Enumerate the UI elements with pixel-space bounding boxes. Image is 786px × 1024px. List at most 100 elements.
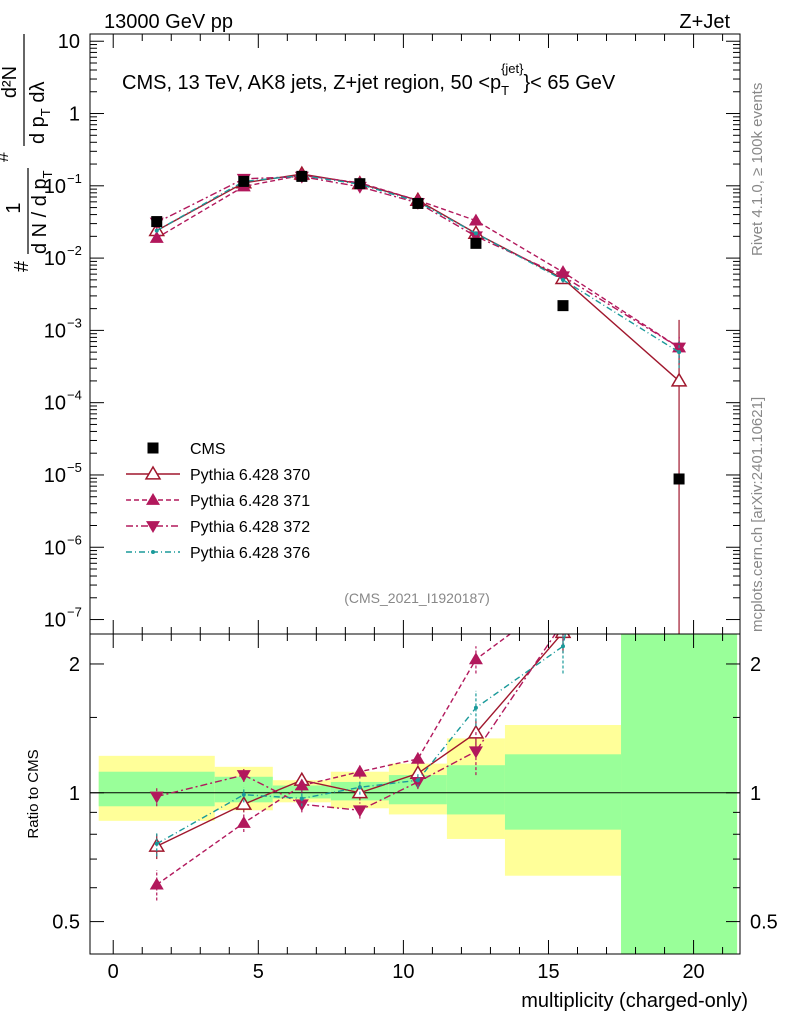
ratio-line-2 — [156, 634, 512, 886]
main-y-tick-exponent: −5 — [67, 460, 82, 475]
legend-marker — [146, 521, 160, 533]
ylabel-dN-text: d N / d p — [29, 178, 51, 254]
main-y-tick-label: 1 — [69, 104, 80, 126]
cms-data-point — [412, 197, 424, 209]
series-marker-4 — [154, 228, 159, 233]
chart-title-sub: T — [501, 83, 509, 98]
main-y-tick-label: 10 — [44, 320, 66, 342]
main-y-tick-label: 10 — [44, 537, 66, 559]
legend-marker — [144, 465, 162, 480]
ratio-marker-3 — [352, 805, 367, 818]
cms-data-point — [151, 216, 163, 228]
chart-title-sup: {jet} — [501, 61, 524, 76]
ratio-plot: 0.5 0.51 12 20 5 10 15 20 Ratio to CMS multipli… — [25, 588, 778, 1012]
ylabel-den-sub: T — [38, 108, 53, 116]
ratio-y-tick-label-right: 1 — [750, 783, 761, 805]
legend-label: Pythia 6.428 370 — [190, 467, 310, 484]
ratio-line-1 — [156, 634, 563, 847]
legend-label: CMS — [190, 441, 226, 458]
main-y-tick-label: 10 — [44, 248, 66, 270]
ratio-y-tick-label-right: 0.5 — [750, 912, 778, 934]
ylabel-hash: # — [11, 260, 33, 272]
ylabel-dN: d N / d pT — [29, 170, 55, 254]
legend-label: Pythia 6.428 376 — [190, 545, 310, 562]
chart-title: CMS, 13 TeV, AK8 jets, Z+jet region, 50 … — [122, 61, 616, 98]
ratio-marker-4 — [473, 705, 478, 710]
main-y-tick-label: 10 — [44, 393, 66, 415]
legend-label: Pythia 6.428 372 — [190, 519, 310, 536]
ratio-marker-4 — [357, 785, 362, 790]
main-y-tick-label: 10 — [44, 465, 66, 487]
ratio-frame — [89, 633, 741, 955]
ratio-marker-4 — [241, 792, 246, 797]
cms-data-point — [296, 170, 308, 182]
ratio-marker-2 — [468, 652, 483, 665]
main-y-tick-exponent: −7 — [67, 605, 82, 620]
analysis-tag: (CMS_2021_I1920187) — [344, 590, 490, 606]
ratio-axes: 0.5 0.51 12 20 5 10 15 20 — [52, 634, 778, 983]
ratio-marker-2 — [556, 588, 570, 600]
main-frame — [89, 33, 741, 635]
ratio-marker-4 — [560, 644, 565, 649]
ratio-marker-3 — [410, 777, 425, 789]
ylabel-dN-sub: T — [40, 170, 55, 178]
series-marker-4 — [677, 350, 682, 355]
series-marker-4 — [560, 277, 565, 282]
series-line-2 — [156, 174, 680, 349]
ratio-series-layer — [148, 588, 572, 901]
ratio-y-tick-label: 0.5 — [52, 912, 80, 934]
cms-data-point — [557, 300, 569, 312]
legend-marker — [146, 493, 160, 505]
ratio-marker-4 — [154, 841, 159, 846]
header-right: Z+Jet — [679, 11, 730, 33]
cms-data-point — [238, 175, 250, 187]
main-y-tick-label: 10 — [44, 610, 66, 632]
cms-data-point — [354, 178, 366, 190]
main-series-layer — [148, 165, 688, 634]
ylabel-den-tail: dλ — [27, 82, 49, 109]
legend-marker — [147, 442, 159, 454]
legend-label: Pythia 6.428 371 — [190, 493, 310, 510]
main-y-tick-exponent: −1 — [67, 171, 82, 186]
main-y-tick-label: 10 — [58, 31, 80, 53]
main-y-tick-exponent: −6 — [67, 532, 82, 547]
ratio-marker-3 — [468, 746, 483, 759]
series-marker-2 — [149, 230, 164, 243]
x-tick-label: 20 — [682, 961, 704, 983]
ylabel-num: d²N — [0, 66, 21, 98]
x-tick-label: 10 — [392, 961, 414, 983]
ylabel-den-text: d p — [27, 116, 49, 144]
main-y-tick-exponent: −2 — [67, 243, 82, 258]
main-ylabel: # 1 d N / d pT # d²N d pT dλ — [0, 34, 55, 272]
ratio-marker-2 — [410, 751, 425, 764]
series-line-3 — [156, 175, 680, 349]
series-marker-4 — [473, 231, 478, 236]
series-line-4 — [156, 174, 680, 353]
main-y-tick-label: 10 — [44, 176, 66, 198]
series-marker-3 — [468, 231, 483, 244]
ratio-marker-1 — [235, 795, 253, 810]
ratio-marker-2 — [294, 778, 309, 791]
ylabel-hash-2: # — [0, 152, 12, 162]
ratio-ylabel: Ratio to CMS — [25, 749, 42, 838]
ratio-line-3 — [156, 634, 557, 812]
ratio-line-4 — [156, 634, 567, 845]
ratio-y-tick-label-right: 2 — [750, 654, 761, 676]
ratio-marker-2 — [352, 764, 367, 777]
ratio-marker-3 — [556, 618, 570, 630]
rivet-label: Rivet 4.1.0, ≥ 100k events — [749, 83, 766, 256]
x-tick-label: 5 — [253, 961, 264, 983]
ratio-marker-3 — [149, 791, 164, 804]
ratio-band-green — [504, 754, 622, 830]
series-marker-1 — [670, 372, 688, 387]
chart-title-tail: }< 65 GeV — [524, 72, 616, 94]
header-left: 13000 GeV pp — [104, 11, 233, 33]
ratio-band-green — [621, 634, 738, 954]
legend-marker — [151, 550, 155, 554]
ratio-marker-2 — [149, 877, 164, 890]
mcplots-label: mcplots.cern.ch [arXiv:2401.10621] — [749, 397, 766, 632]
main-y-tick-exponent: −3 — [67, 315, 82, 330]
